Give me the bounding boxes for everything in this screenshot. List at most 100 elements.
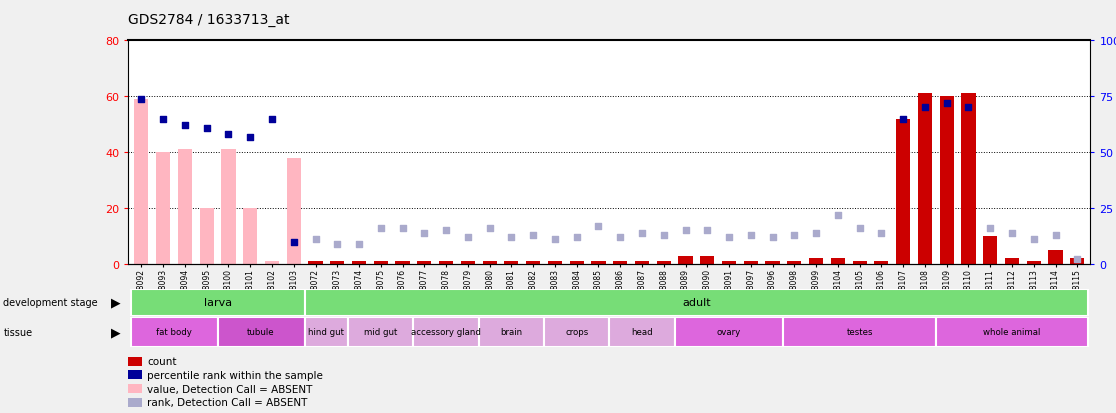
Point (894, 116, 912, 123)
Bar (264, 261, 279, 264)
Point (437, 228, 455, 234)
Bar (917, 94, 932, 264)
Point (307, 237, 325, 243)
Bar (395, 261, 410, 264)
Text: percentile rank within the sample: percentile rank within the sample (147, 370, 324, 380)
Point (328, 241, 346, 247)
Bar (218, 317, 305, 347)
Bar (675, 317, 783, 347)
Bar (526, 261, 540, 264)
Text: development stage: development stage (3, 297, 98, 308)
Text: testes: testes (846, 328, 873, 337)
Bar (348, 317, 413, 347)
Point (960, 105, 978, 112)
Bar (156, 153, 171, 264)
Point (372, 225, 389, 232)
Text: hind gut: hind gut (308, 328, 345, 337)
Bar (417, 261, 432, 264)
Bar (548, 261, 562, 264)
Bar (374, 261, 388, 264)
Text: value, Detection Call = ABSENT: value, Detection Call = ABSENT (147, 384, 312, 394)
Bar (200, 209, 214, 264)
Bar (783, 317, 936, 347)
Point (981, 225, 999, 232)
Bar (983, 236, 998, 264)
Bar (221, 150, 235, 264)
Point (133, 96, 151, 102)
Point (873, 230, 891, 236)
Point (1003, 230, 1021, 236)
Bar (700, 256, 714, 264)
Bar (853, 261, 867, 264)
Bar (461, 261, 475, 264)
Text: GDS2784 / 1633713_at: GDS2784 / 1633713_at (128, 13, 290, 27)
Bar (413, 317, 479, 347)
Bar (479, 317, 543, 347)
Point (829, 212, 847, 218)
Point (1024, 237, 1042, 243)
Point (459, 234, 477, 241)
Point (568, 234, 586, 241)
Bar (569, 261, 584, 264)
Point (263, 116, 281, 123)
Bar (504, 261, 519, 264)
Text: head: head (632, 328, 653, 337)
Point (154, 116, 172, 123)
Point (612, 234, 629, 241)
Point (546, 237, 564, 243)
Text: rank, Detection Call = ABSENT: rank, Detection Call = ABSENT (147, 397, 308, 407)
Bar (961, 94, 975, 264)
Bar (613, 261, 627, 264)
Text: mid gut: mid gut (364, 328, 397, 337)
Point (699, 228, 716, 234)
Point (350, 241, 368, 247)
Point (589, 223, 607, 230)
Text: ▶: ▶ (110, 325, 121, 339)
Text: brain: brain (500, 328, 522, 337)
Point (916, 105, 934, 112)
Bar (656, 261, 671, 264)
Bar (543, 317, 609, 347)
Bar (131, 317, 218, 347)
Point (676, 228, 694, 234)
Bar (177, 150, 192, 264)
Point (525, 232, 542, 239)
Point (655, 232, 673, 239)
Bar (722, 261, 737, 264)
Point (1047, 232, 1065, 239)
Point (850, 225, 868, 232)
Bar (743, 261, 758, 264)
Text: fat body: fat body (156, 328, 192, 337)
Point (807, 230, 825, 236)
Bar (591, 261, 606, 264)
Bar (330, 261, 345, 264)
Bar (809, 259, 824, 264)
Bar (243, 209, 258, 264)
Point (633, 230, 651, 236)
Bar (305, 317, 348, 347)
Text: accessory gland: accessory gland (411, 328, 481, 337)
Bar (940, 97, 954, 264)
Point (481, 225, 499, 232)
Bar (1070, 259, 1085, 264)
Point (742, 232, 760, 239)
Text: crops: crops (565, 328, 588, 337)
Text: whole animal: whole animal (983, 328, 1040, 337)
Text: tissue: tissue (3, 327, 32, 337)
Bar (787, 261, 801, 264)
Bar (131, 289, 305, 316)
Bar (352, 261, 366, 264)
Text: tubule: tubule (248, 328, 275, 337)
Bar (679, 256, 693, 264)
Bar (896, 119, 911, 264)
Bar (1048, 250, 1062, 264)
Text: adult: adult (682, 297, 711, 308)
Point (285, 239, 302, 245)
Bar (609, 317, 675, 347)
Bar (134, 100, 148, 264)
Point (720, 234, 738, 241)
Text: larva: larva (203, 297, 232, 308)
Bar (439, 261, 453, 264)
Point (415, 230, 433, 236)
Bar (308, 261, 323, 264)
